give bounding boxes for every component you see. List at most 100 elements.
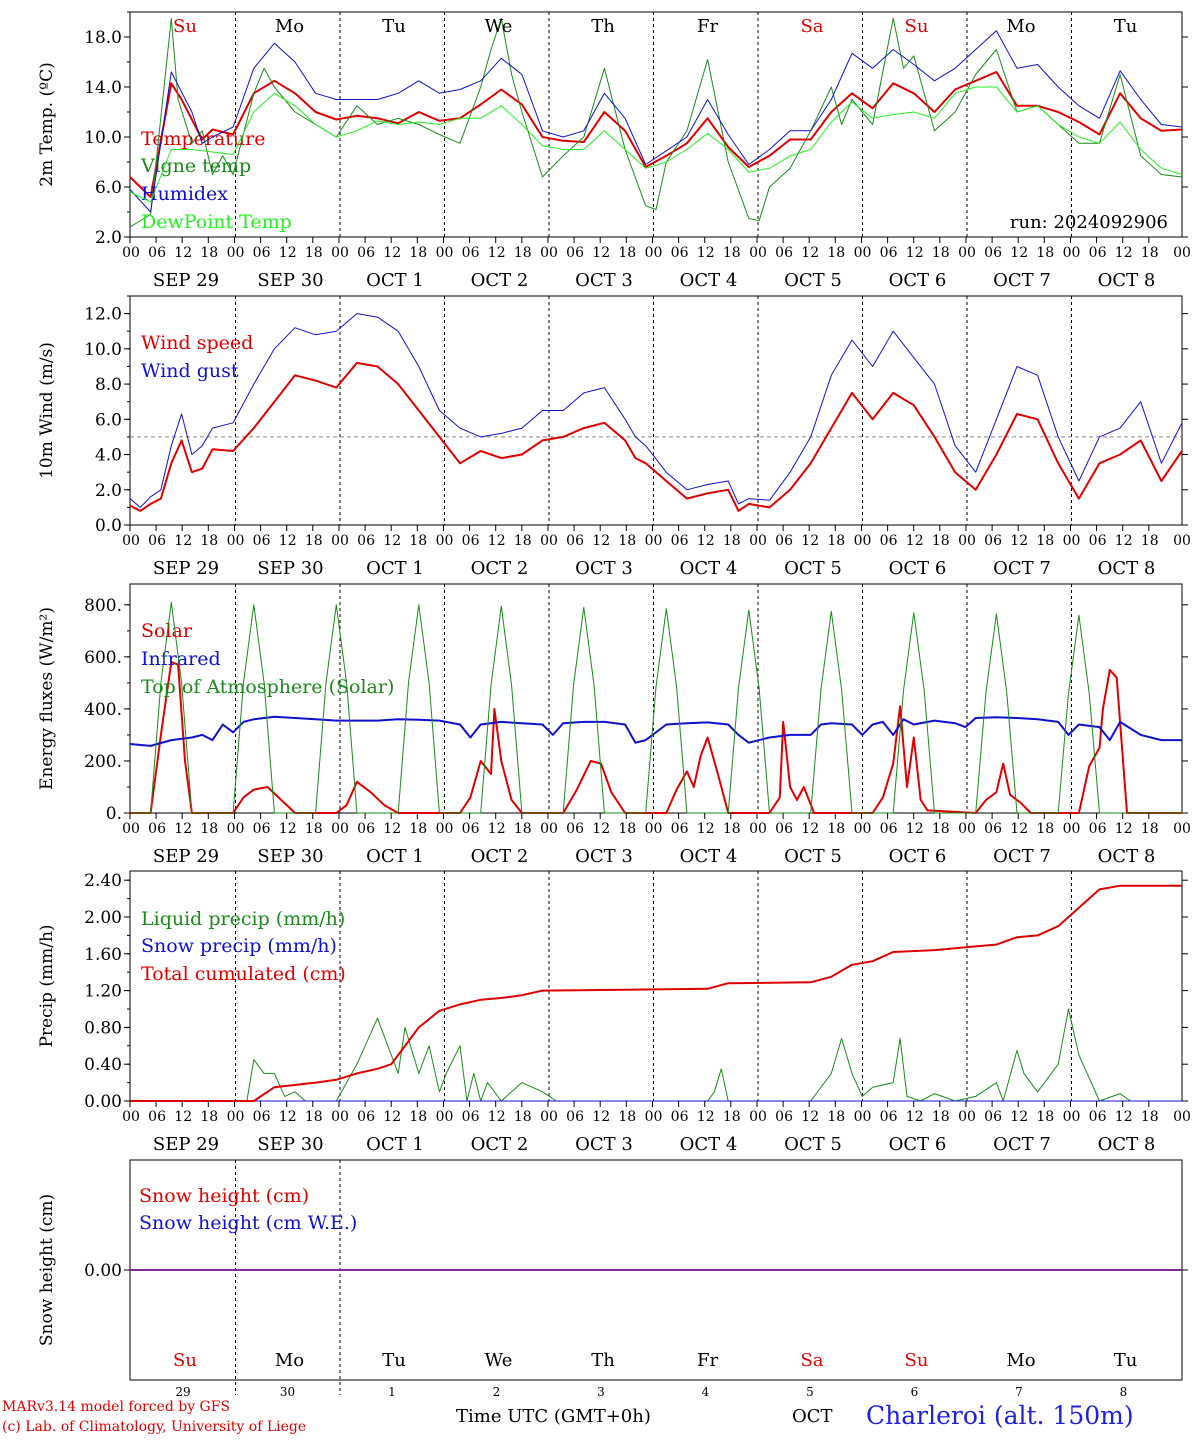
series-line: [129, 30, 1183, 213]
x-hour-label: 06: [671, 533, 689, 549]
x-hour-label: 06: [775, 533, 793, 549]
x-hour-label: 06: [357, 1109, 375, 1125]
x-hour-label: 06: [462, 533, 480, 549]
x-hour-label: 18: [1036, 821, 1054, 837]
x-hour-label: 18: [932, 245, 950, 261]
series-line: [130, 884, 1182, 1102]
x-hour-label: 00: [1173, 1109, 1191, 1125]
x-hour-label: 18: [409, 1109, 427, 1125]
x-hour-label: 06: [1089, 245, 1107, 261]
x-hour-label: 00: [958, 1109, 976, 1125]
x-date-label: OCT 5: [784, 558, 842, 579]
x-hour-label: 00: [749, 1109, 767, 1125]
x-date-label: SEP 30: [257, 558, 323, 579]
x-hour-label: 06: [253, 821, 271, 837]
y-tick-label: 400.: [84, 700, 122, 720]
y-tick-label: 10.0: [84, 340, 122, 360]
weekday-label: Th: [591, 1350, 615, 1371]
x-hour-label: 00: [854, 533, 872, 549]
x-hour-label: 00: [645, 1109, 663, 1125]
x-hour-label: 00: [122, 245, 140, 261]
x-hour-label: 18: [200, 245, 218, 261]
x-hour-label: 18: [1141, 1109, 1159, 1125]
x-hour-label: 00: [540, 245, 558, 261]
x-hour-label: 12: [1010, 821, 1028, 837]
x-hour-label: 06: [566, 245, 584, 261]
y-tick-label: 0.80: [84, 1018, 122, 1038]
x-hour-label: 18: [618, 245, 636, 261]
x-hour-label: 18: [514, 533, 532, 549]
x-hour-label: 12: [383, 1109, 401, 1125]
x-hour-label: 18: [618, 1109, 636, 1125]
x-hour-label: 00: [227, 245, 245, 261]
station-label: Charleroi (alt. 150m): [866, 1401, 1134, 1430]
x-hour-label: 06: [880, 821, 898, 837]
x-hour-label: 00: [122, 821, 140, 837]
x-hour-label: 12: [1115, 1109, 1133, 1125]
x-date-label: SEP 30: [257, 270, 323, 291]
x-hour-label: 00: [645, 533, 663, 549]
y-tick-label: 0.: [106, 804, 122, 824]
x-hour-label: 12: [906, 533, 924, 549]
x-hour-label: 00: [854, 821, 872, 837]
x-date-label: OCT 2: [471, 558, 529, 579]
legend-entry: Snow precip (mm/h): [141, 935, 337, 957]
x-date-label: OCT 4: [680, 1134, 738, 1155]
x-hour-label: 18: [305, 245, 323, 261]
plot-frame: [129, 870, 1183, 1102]
x-hour-label: 12: [174, 533, 192, 549]
y-axis-label: 2m Temp. (ºC): [37, 62, 57, 187]
legend-entry: Wind gust: [141, 360, 239, 382]
x-date-label: OCT 1: [366, 558, 424, 579]
x-hour-label: 00: [749, 245, 767, 261]
x-hour-label: 12: [279, 533, 297, 549]
x-hour-label: 18: [827, 821, 845, 837]
x-hour-label: 12: [801, 821, 819, 837]
x-date-label: OCT 7: [993, 558, 1051, 579]
bottom-day-number: 8: [1120, 1385, 1128, 1399]
x-hour-label: 18: [618, 821, 636, 837]
x-hour-label: 18: [1036, 533, 1054, 549]
x-hour-label: 00: [227, 533, 245, 549]
x-date-label: OCT 7: [993, 270, 1051, 291]
x-hour-label: 00: [958, 533, 976, 549]
y-tick-label: 6.0: [95, 410, 122, 430]
x-date-label: OCT 4: [680, 270, 738, 291]
x-hour-label: 12: [174, 821, 192, 837]
legend-entry: Snow height (cm W.E.): [139, 1212, 357, 1234]
x-hour-label: 00: [749, 821, 767, 837]
bottom-day-number: 30: [280, 1385, 295, 1399]
weekday-label: Sa: [800, 1350, 823, 1371]
x-hour-label: 00: [540, 533, 558, 549]
x-hour-label: 06: [880, 245, 898, 261]
x-hour-label: 18: [932, 821, 950, 837]
weekday-label: Su: [905, 16, 929, 37]
y-tick-label: 10.0: [84, 128, 122, 148]
x-hour-label: 12: [1115, 533, 1133, 549]
y-tick-label: 1.60: [84, 945, 122, 965]
weekday-label: We: [485, 1350, 513, 1371]
x-hour-label: 00: [436, 821, 454, 837]
x-hour-label: 00: [540, 821, 558, 837]
x-hour-label: 06: [775, 245, 793, 261]
x-hour-label: 18: [200, 821, 218, 837]
series-line: [129, 17, 1183, 228]
x-hour-label: 12: [697, 821, 715, 837]
x-hour-label: 00: [540, 1109, 558, 1125]
y-tick-label: 2.00: [84, 908, 122, 928]
x-hour-label: 18: [932, 1109, 950, 1125]
series-line: [129, 71, 1183, 198]
x-date-label: OCT 8: [1098, 1134, 1156, 1155]
bottom-day-number: 2: [493, 1385, 501, 1399]
legend-entry: Top of Atmosphere (Solar): [141, 676, 394, 698]
bottom-day-number: 6: [911, 1385, 919, 1399]
x-hour-label: 12: [488, 533, 506, 549]
y-tick-label: 2.40: [84, 871, 122, 891]
x-hour-label: 00: [854, 1109, 872, 1125]
weekday-label: Sa: [800, 16, 823, 37]
x-hour-label: 06: [984, 821, 1002, 837]
x-hour-label: 12: [1115, 245, 1133, 261]
x-hour-label: 12: [174, 1109, 192, 1125]
x-hour-label: 00: [227, 1109, 245, 1125]
